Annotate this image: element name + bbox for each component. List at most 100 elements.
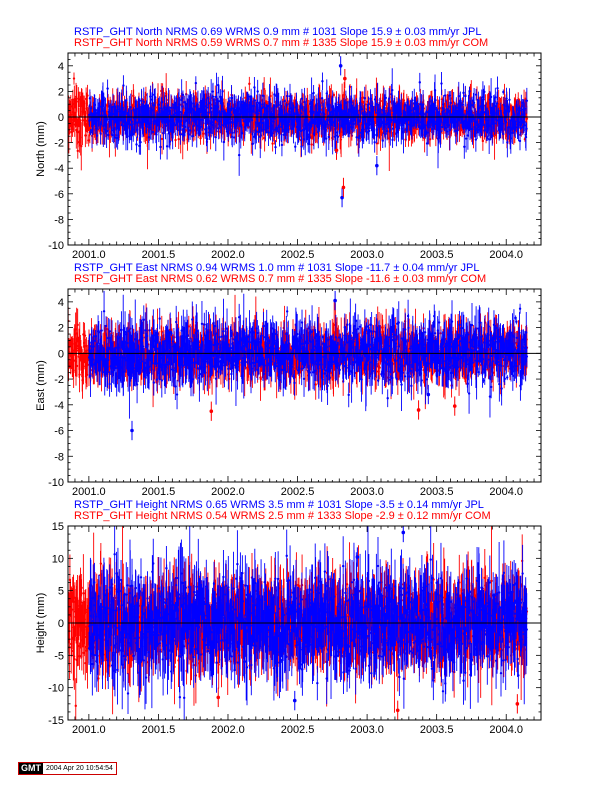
data-point: [141, 117, 145, 120]
data-point: [282, 133, 285, 136]
data-point: [411, 99, 414, 102]
data-point: [481, 95, 485, 99]
data-point: [314, 383, 317, 386]
data-point: [334, 336, 338, 339]
data-point: [69, 105, 72, 108]
data-point: [136, 121, 140, 124]
data-point: [253, 339, 256, 343]
data-point: [182, 101, 186, 104]
data-point: [417, 346, 420, 350]
data-point: [369, 97, 372, 101]
data-point: [525, 117, 529, 120]
data-point: [465, 342, 469, 345]
data-point: [413, 346, 417, 349]
data-point: [372, 120, 375, 124]
data-point: [156, 372, 160, 375]
data-point: [362, 128, 365, 131]
data-point: [70, 359, 73, 362]
data-point: [300, 145, 303, 148]
y-tick-label: -4: [54, 163, 64, 175]
data-point: [380, 373, 383, 376]
data-point: [164, 365, 168, 369]
data-point: [317, 363, 321, 366]
data-point: [372, 330, 375, 333]
data-point: [523, 124, 526, 127]
data-point: [462, 125, 466, 129]
data-point: [263, 107, 267, 110]
data-point: [254, 111, 258, 114]
data-point: [475, 120, 479, 123]
data-point: [293, 118, 296, 121]
data-point: [463, 145, 466, 149]
data-point: [448, 128, 452, 132]
data-point: [500, 364, 503, 368]
data-point: [261, 103, 264, 106]
data-point: [316, 333, 320, 336]
data-point: [317, 111, 320, 115]
data-point: [240, 132, 244, 135]
data-point: [234, 117, 237, 120]
data-point: [148, 329, 151, 332]
data-point: [84, 356, 87, 359]
data-point: [525, 99, 529, 102]
data-point: [199, 111, 203, 114]
data-point: [312, 353, 315, 357]
outliers: [334, 56, 379, 208]
x-tick-label: 2003.0: [350, 249, 384, 261]
data-point: [345, 366, 348, 369]
data-point: [410, 124, 414, 128]
data-point: [415, 343, 418, 346]
data-point: [358, 134, 361, 138]
data-point: [164, 92, 168, 95]
data-point: [144, 366, 148, 369]
data-point: [296, 112, 299, 115]
data-point: [262, 128, 265, 131]
data-point: [97, 366, 101, 369]
data-point: [297, 340, 301, 343]
data-point: [248, 335, 251, 339]
data-point: [106, 118, 109, 121]
data-point: [352, 108, 355, 112]
data-point: [104, 365, 107, 369]
data-point: [134, 110, 138, 114]
data-point: [338, 368, 341, 372]
data-point: [127, 114, 131, 117]
data-point: [358, 325, 362, 328]
data-point: [152, 113, 156, 117]
data-point: [490, 368, 494, 371]
data-point: [462, 113, 465, 117]
outlier-point: [426, 392, 431, 397]
data-point: [230, 372, 233, 376]
data-point: [95, 127, 98, 130]
data-point: [356, 327, 360, 331]
data-point: [393, 333, 396, 337]
data-point: [273, 365, 276, 368]
data-point: [202, 362, 205, 366]
data-point: [396, 102, 400, 105]
data-point: [260, 354, 264, 357]
data-point: [298, 117, 302, 121]
data-point: [237, 107, 240, 110]
data-point: [241, 110, 244, 113]
data-point: [358, 101, 362, 105]
data-point: [368, 119, 372, 122]
data-point: [74, 360, 78, 363]
data-point: [122, 336, 126, 340]
x-tick-label: 2001.0: [72, 249, 106, 261]
data-point: [130, 371, 133, 374]
data-point: [82, 367, 85, 370]
data-point: [128, 373, 131, 376]
data-point: [217, 83, 220, 87]
data-point: [392, 109, 396, 112]
data-point: [206, 117, 209, 121]
data-point: [91, 358, 95, 361]
data-point: [177, 103, 181, 106]
data-point: [325, 345, 328, 349]
data-point: [240, 125, 243, 128]
data-point: [236, 359, 239, 362]
data-point: [396, 359, 399, 362]
data-point: [284, 119, 288, 122]
data-point: [465, 110, 469, 113]
data-point: [488, 395, 492, 398]
data-point: [522, 120, 526, 124]
